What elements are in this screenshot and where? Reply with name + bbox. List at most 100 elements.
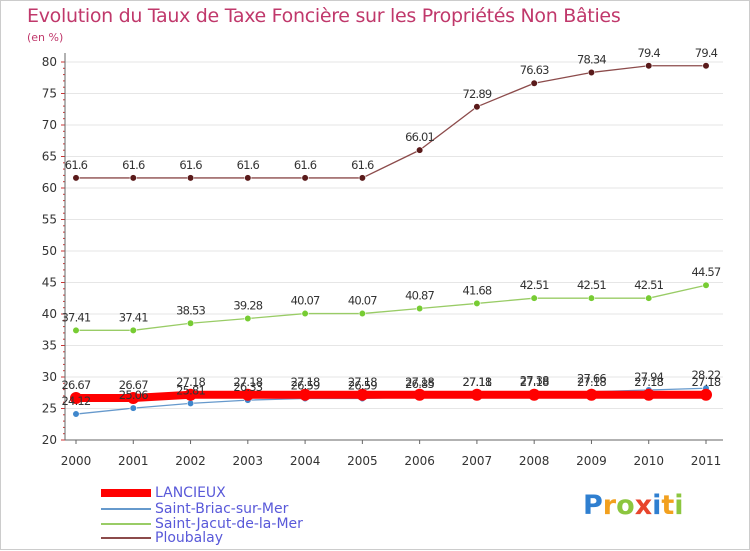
data-point-ploubalay-2004 xyxy=(301,174,309,182)
data-point-saint-jacut-de-la-mer-2002 xyxy=(186,319,195,327)
legend-swatch-lancieux xyxy=(101,489,151,497)
data-label-lancieux-2004: 27.18 xyxy=(291,375,320,389)
data-label-ploubalay-2000: 61.6 xyxy=(65,158,88,172)
logo-letter: r xyxy=(602,490,617,521)
data-point-ploubalay-2006 xyxy=(416,146,424,154)
y-tick-label-80: 80 xyxy=(42,55,57,69)
data-point-saint-jacut-de-la-mer-2005 xyxy=(358,309,366,318)
series-line-ploubalay xyxy=(75,65,707,179)
data-label-lancieux-2007: 27.18 xyxy=(462,375,491,389)
data-point-ploubalay-2003 xyxy=(244,174,252,182)
data-point-ploubalay-2008 xyxy=(530,79,538,87)
logo-letter: i xyxy=(674,490,684,521)
data-label-ploubalay-2007: 72.89 xyxy=(462,87,491,101)
data-label-saint-briac-sur-mer-2011: 28.22 xyxy=(692,368,721,382)
x-tick-label-2005: 2005 xyxy=(347,454,378,468)
data-label-ploubalay-2008: 76.63 xyxy=(520,63,549,77)
data-point-lancieux-2000 xyxy=(70,391,82,404)
data-point-saint-briac-sur-mer-2000 xyxy=(72,410,80,418)
y-tick-label-55: 55 xyxy=(42,213,57,227)
data-point-saint-jacut-de-la-mer-2010 xyxy=(645,294,653,302)
y-tick-label-70: 70 xyxy=(42,118,57,132)
data-point-saint-jacut-de-la-mer-2003 xyxy=(244,314,252,323)
legend-label-saint-jacut: Saint-Jacut-de-la-Mer xyxy=(155,516,303,532)
data-label-lancieux-2001: 26.67 xyxy=(119,378,148,392)
logo-letter: o xyxy=(616,490,635,521)
data-label-saint-briac-sur-mer-2007: 27.11 xyxy=(462,375,491,389)
data-label-saint-briac-sur-mer-2003: 26.33 xyxy=(233,380,262,394)
data-label-saint-jacut-de-la-mer-2008: 42.51 xyxy=(520,278,549,292)
logo-letter: t xyxy=(661,490,675,521)
data-label-saint-briac-sur-mer-2006: 26.85 xyxy=(405,377,434,391)
data-point-saint-briac-sur-mer-2001 xyxy=(129,404,137,412)
logo-letter: i xyxy=(652,490,662,521)
data-label-saint-jacut-de-la-mer-2004: 40.07 xyxy=(291,294,320,308)
data-label-saint-jacut-de-la-mer-2009: 42.51 xyxy=(577,278,606,292)
legend-item-saint-jacut: Saint-Jacut-de-la-Mer xyxy=(101,516,303,532)
data-label-lancieux-2003: 27.18 xyxy=(233,375,262,389)
data-label-saint-jacut-de-la-mer-2001: 37.41 xyxy=(119,310,148,324)
data-label-saint-jacut-de-la-mer-2007: 41.68 xyxy=(462,283,491,297)
logo-letter: P xyxy=(583,490,603,521)
data-label-lancieux-2006: 27.18 xyxy=(405,375,434,389)
data-point-lancieux-2010 xyxy=(642,388,655,401)
data-point-ploubalay-2000 xyxy=(72,174,80,182)
data-point-lancieux-2001 xyxy=(127,391,140,404)
legend-swatch-saint-briac xyxy=(101,508,151,510)
data-point-saint-jacut-de-la-mer-2006 xyxy=(416,304,424,313)
data-label-saint-briac-sur-mer-2009: 27.66 xyxy=(577,372,606,386)
data-point-lancieux-2003 xyxy=(241,388,254,401)
y-tick-label-30: 30 xyxy=(42,370,57,384)
data-point-ploubalay-2009 xyxy=(587,68,596,77)
x-tick-label-2009: 2009 xyxy=(576,454,607,468)
data-label-saint-jacut-de-la-mer-2010: 42.51 xyxy=(634,278,663,292)
data-label-ploubalay-2006: 66.01 xyxy=(405,130,434,144)
data-label-saint-briac-sur-mer-2010: 27.94 xyxy=(634,370,663,384)
legend-label-saint-briac: Saint-Briac-sur-Mer xyxy=(155,501,289,517)
x-tick-label-2006: 2006 xyxy=(404,454,435,468)
data-label-lancieux-2005: 27.18 xyxy=(348,375,377,389)
data-point-saint-jacut-de-la-mer-2009 xyxy=(587,294,596,302)
x-tick-label-2010: 2010 xyxy=(633,454,664,468)
data-point-ploubalay-2010 xyxy=(645,62,653,70)
data-point-lancieux-2006 xyxy=(413,388,426,401)
logo-letter: x xyxy=(634,490,653,521)
x-tick-label-2008: 2008 xyxy=(519,454,550,468)
legend-item-lancieux: LANCIEUX xyxy=(101,485,226,501)
x-tick-label-2004: 2004 xyxy=(290,454,321,468)
data-label-lancieux-2000: 26.67 xyxy=(62,378,91,392)
unit-label: (en %) xyxy=(27,31,64,44)
data-point-lancieux-2005 xyxy=(356,388,369,401)
chart-title: Evolution du Taux de Taxe Foncière sur l… xyxy=(27,5,621,27)
series-line-saint-jacut-de-la-mer xyxy=(75,284,707,331)
series-line-lancieux xyxy=(72,390,710,402)
data-point-lancieux-2007 xyxy=(470,388,483,401)
legend-label-lancieux: LANCIEUX xyxy=(155,485,226,501)
data-label-lancieux-2010: 27.18 xyxy=(634,375,663,389)
y-tick-label-60: 60 xyxy=(42,181,57,195)
data-label-ploubalay-2009: 78.34 xyxy=(577,52,606,66)
data-point-saint-jacut-de-la-mer-2011 xyxy=(702,281,710,289)
y-tick-label-25: 25 xyxy=(42,402,57,416)
x-tick-label-2003: 2003 xyxy=(233,454,264,468)
y-tick-label-45: 45 xyxy=(42,276,57,290)
y-tick-label-50: 50 xyxy=(42,244,57,258)
data-label-saint-jacut-de-la-mer-2005: 40.07 xyxy=(348,294,377,308)
data-point-saint-jacut-de-la-mer-2000 xyxy=(72,326,80,334)
data-label-lancieux-2009: 27.18 xyxy=(577,375,606,389)
data-label-saint-briac-sur-mer-2001: 25.06 xyxy=(119,388,148,402)
data-label-saint-briac-sur-mer-2004: 26.59 xyxy=(291,378,320,392)
y-tick-label-40: 40 xyxy=(42,307,57,321)
data-label-lancieux-2011: 27.18 xyxy=(692,375,721,389)
data-point-lancieux-2002 xyxy=(184,388,197,401)
data-point-ploubalay-2005 xyxy=(358,174,366,182)
data-label-saint-jacut-de-la-mer-2011: 44.57 xyxy=(692,265,721,279)
data-label-ploubalay-2010: 79.4 xyxy=(638,46,661,60)
data-label-saint-briac-sur-mer-2000: 24.12 xyxy=(62,394,91,408)
data-point-saint-briac-sur-mer-2002 xyxy=(186,399,195,407)
legend-swatch-saint-jacut xyxy=(101,523,151,525)
data-point-ploubalay-2002 xyxy=(186,174,195,182)
legend-swatch-ploubalay xyxy=(101,537,151,539)
